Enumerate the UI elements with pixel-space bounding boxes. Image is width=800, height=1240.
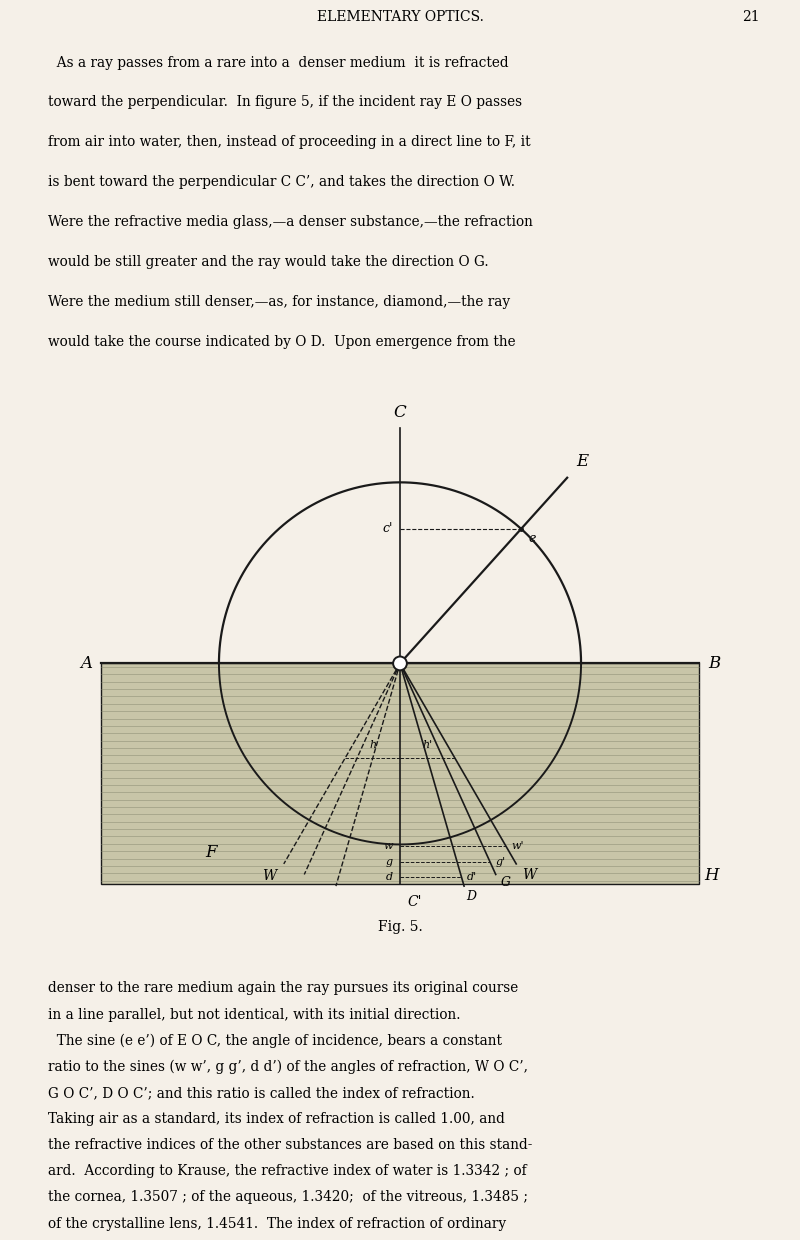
Text: ELEMENTARY OPTICS.: ELEMENTARY OPTICS. [317,10,483,25]
Text: ard.  According to Krause, the refractive index of water is 1.3342 ; of: ard. According to Krause, the refractive… [48,1164,526,1178]
Text: would be still greater and the ray would take the direction O G.: would be still greater and the ray would… [48,255,489,269]
Text: the refractive indices of the other substances are based on this stand-: the refractive indices of the other subs… [48,1138,532,1152]
Text: h: h [369,740,376,750]
Text: E: E [576,454,588,470]
Text: g: g [386,857,393,867]
Text: from air into water, then, instead of proceeding in a direct line to F, it: from air into water, then, instead of pr… [48,135,530,149]
Text: G: G [501,877,511,889]
Text: B: B [708,655,720,672]
Text: H: H [704,867,718,884]
Text: A: A [80,655,92,672]
Text: Taking air as a standard, its index of refraction is called 1.00, and: Taking air as a standard, its index of r… [48,1112,505,1126]
Text: Fig. 5.: Fig. 5. [378,920,422,935]
Text: c': c' [382,522,393,536]
Text: Were the medium still denser,—as, for instance, diamond,—the ray: Were the medium still denser,—as, for in… [48,295,510,309]
Text: g': g' [495,857,506,867]
Text: Were the refractive media glass,—a denser substance,—the refraction: Were the refractive media glass,—a dense… [48,216,533,229]
Text: As a ray passes from a rare into a  denser medium  it is refracted: As a ray passes from a rare into a dense… [48,56,509,69]
Text: the cornea, 1.3507 ; of the aqueous, 1.3420;  of the vitreous, 1.3485 ;: the cornea, 1.3507 ; of the aqueous, 1.3… [48,1190,528,1204]
Text: W: W [522,868,536,882]
Text: h': h' [422,740,432,750]
Text: w: w [383,841,393,851]
Bar [102,663,698,884]
Text: W: W [262,869,277,883]
Text: F: F [206,844,217,861]
Text: toward the perpendicular.  In figure 5, if the incident ray E O passes: toward the perpendicular. In figure 5, i… [48,95,522,109]
Circle shape [393,656,407,671]
Text: C: C [394,404,406,420]
Text: e: e [528,532,536,546]
Text: w': w' [511,841,524,851]
Text: of the crystalline lens, 1.4541.  The index of refraction of ordinary: of the crystalline lens, 1.4541. The ind… [48,1216,506,1230]
Text: D: D [466,890,476,903]
Text: C': C' [407,895,422,909]
Text: denser to the rare medium again the ray pursues its original course: denser to the rare medium again the ray … [48,981,518,996]
Text: ratio to the sines (w w’, g g’, d d’) of the angles of refraction, W O C’,: ratio to the sines (w w’, g g’, d d’) of… [48,1060,528,1074]
Text: d': d' [467,872,477,882]
Text: in a line parallel, but not identical, with its initial direction.: in a line parallel, but not identical, w… [48,1008,461,1022]
Text: d: d [386,872,393,882]
Text: 21: 21 [742,10,760,25]
Text: The sine (e e’) of E O C, the angle of incidence, bears a constant: The sine (e e’) of E O C, the angle of i… [48,1034,502,1048]
Text: G O C’, D O C’; and this ratio is called the index of refraction.: G O C’, D O C’; and this ratio is called… [48,1086,474,1100]
Text: would take the course indicated by O D.  Upon emergence from the: would take the course indicated by O D. … [48,335,516,348]
Text: is bent toward the perpendicular C C’, and takes the direction O W.: is bent toward the perpendicular C C’, a… [48,175,515,190]
